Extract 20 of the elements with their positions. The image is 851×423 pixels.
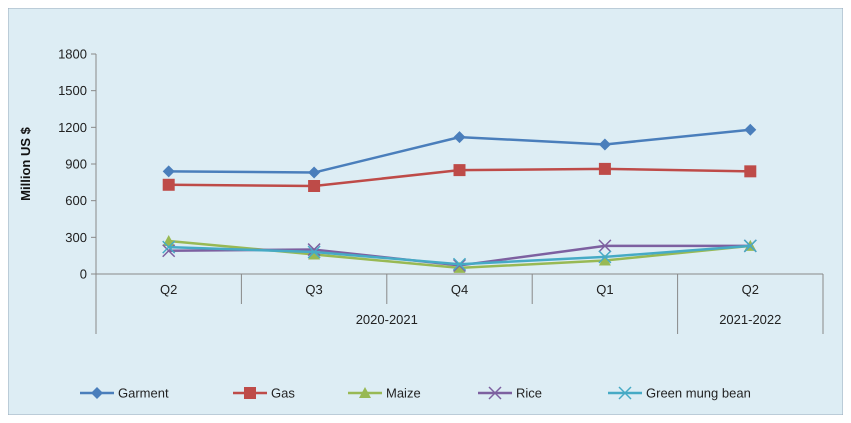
- y-tick-label: 1800: [58, 46, 87, 62]
- y-tick-label: 600: [65, 193, 87, 208]
- y-tick-label: 300: [65, 230, 87, 245]
- legend-label: Garment: [118, 386, 169, 401]
- x-tick-label: Q2: [160, 282, 178, 297]
- y-tick-label: 900: [65, 156, 87, 172]
- legend-label: Gas: [271, 386, 296, 401]
- x-tick-label: Q4: [450, 282, 468, 297]
- y-tick-label: 0: [80, 266, 87, 282]
- x-tick-label: Q1: [596, 282, 614, 297]
- x-tick-label: Q2: [742, 282, 759, 297]
- legend-label: Green mung bean: [646, 386, 751, 401]
- y-tick-label: 1200: [58, 120, 87, 135]
- legend-label: Maize: [386, 386, 421, 401]
- y-axis-title: Million US $: [18, 126, 33, 201]
- x-tick-label: Q3: [305, 282, 323, 297]
- text: 2021-2022: [719, 312, 782, 327]
- text: 2020-2021: [356, 312, 418, 327]
- y-tick-label: 1500: [58, 83, 87, 98]
- legend-label: Rice: [516, 386, 542, 401]
